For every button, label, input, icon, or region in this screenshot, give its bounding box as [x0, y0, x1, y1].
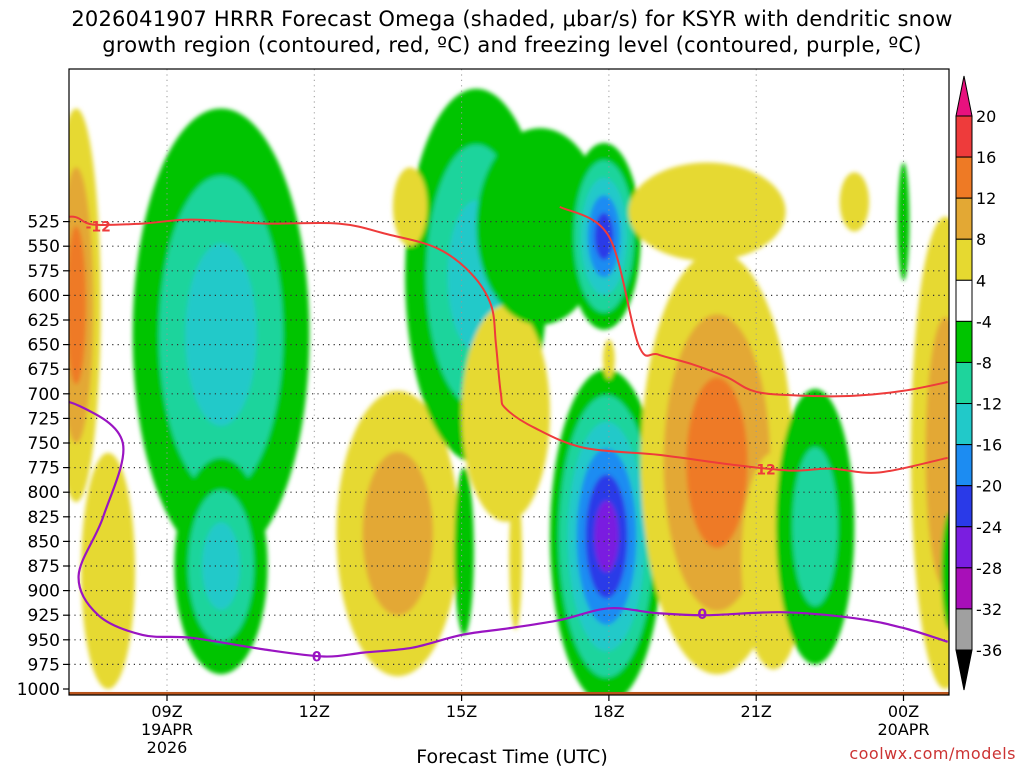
y-tick-label-875: 875	[28, 557, 60, 577]
y-tick-label-700: 700	[28, 385, 60, 405]
y-tick-label-600: 600	[28, 286, 60, 306]
terrain-surface	[69, 691, 949, 695]
omega-cell-20-level-0	[941, 512, 949, 630]
omega-cell-9-level-0	[509, 482, 522, 630]
colorbar-label-7: -12	[976, 395, 1002, 414]
colorbar-label-9: -20	[976, 477, 1002, 496]
dgz-contour-label-1: 12	[756, 463, 775, 479]
omega-cell-22-level-0	[839, 172, 870, 232]
y-tick-label-900: 900	[28, 582, 60, 602]
colorbar-top-arrow	[955, 75, 973, 117]
x-tick-label-00Z: 00Z	[888, 702, 919, 721]
grid-lines	[69, 69, 949, 695]
colorbar-label-13: -36	[976, 641, 1002, 660]
colorbar-label-1: 16	[976, 148, 996, 167]
y-tick-label-525: 525	[28, 213, 60, 233]
omega-cell-21-level-0	[392, 167, 428, 247]
omega-cell-1-level-2	[185, 243, 257, 426]
contour-labels: -12 12 0 0	[86, 220, 776, 666]
colorbar-band-12	[955, 608, 973, 651]
title-line-2: growth region (contoured, red, ºC) and f…	[102, 33, 922, 57]
omega-cell-11-level-4	[594, 212, 614, 260]
colorbar-band-11	[955, 567, 973, 610]
y-tick-label-800: 800	[28, 483, 60, 503]
title-line-1: 2026041907 HRRR Forecast Omega (shaded, …	[71, 7, 953, 31]
omega-cell-4-level-1	[362, 451, 434, 616]
y-axis: 525 550 575 600 625 650 675 700 725 750 775 800 825 8…	[17, 213, 69, 700]
y-tick-label-625: 625	[28, 311, 60, 331]
x-date-label-09Z: 19APR	[141, 720, 193, 739]
omega-cell-8-level-0	[454, 467, 474, 635]
y-tick-label-850: 850	[28, 532, 60, 552]
y-tick-label-725: 725	[28, 409, 60, 429]
contour-lines	[69, 205, 949, 658]
y-tick-label-950: 950	[28, 631, 60, 651]
colorbar-band-0	[955, 115, 973, 158]
chart-title: 2026041907 HRRR Forecast Omega (shaded, …	[0, 6, 1024, 58]
x-year-label-09Z: 2026	[147, 738, 188, 757]
y-tick-label-775: 775	[28, 459, 60, 479]
dgz-contour-upper	[69, 215, 948, 474]
colorbar-label-3: 8	[976, 230, 986, 249]
x-tick-label-12Z: 12Z	[299, 702, 330, 721]
omega-cell-0-level-2	[69, 225, 87, 385]
colorbar-label-0: 20	[976, 107, 996, 126]
omega-cell-17-level-0	[603, 339, 615, 380]
colorbar-label-4: 4	[976, 271, 986, 290]
omega-cell-6-level-0	[461, 305, 550, 522]
y-tick-label-975: 975	[28, 655, 60, 675]
colorbar-label-6: -8	[976, 353, 992, 372]
colorbar-band-6	[955, 361, 973, 405]
freezing-level-label-1: 0	[697, 607, 707, 623]
omega-cell-12-level-5	[594, 500, 619, 573]
colorbar-label-11: -28	[976, 559, 1002, 578]
freezing-level-label-0: 0	[312, 650, 322, 666]
y-tick-label-925: 925	[28, 606, 60, 626]
colorbar-band-4	[955, 279, 973, 322]
dgz-contour-lower	[559, 205, 948, 398]
y-tick-label-1000: 1000	[17, 680, 60, 700]
x-axis-label: Forecast Time (UTC)	[416, 746, 608, 768]
colorbar-band-2	[955, 197, 973, 240]
colorbar-label-12: -32	[976, 600, 1002, 619]
plot-frame	[68, 68, 950, 696]
terrain-strip	[69, 691, 949, 695]
omega-cell-16-level-0	[628, 162, 786, 261]
omega-cell-3-level-0	[81, 452, 136, 689]
x-tick-label-18Z: 18Z	[593, 702, 624, 721]
credit-text: coolwx.com/models	[849, 744, 1016, 763]
colorbar-label-8: -16	[976, 436, 1002, 455]
colorbar-label-10: -24	[976, 518, 1002, 537]
colorbar-label-5: -4	[976, 312, 992, 331]
colorbar-band-10	[955, 526, 973, 569]
colorbar-band-8	[955, 444, 973, 487]
colorbar-band-9	[955, 485, 973, 528]
x-date-label-00Z: 20APR	[877, 720, 929, 739]
colorbar-label-2: 12	[976, 189, 996, 208]
colorbar-bottom-arrow	[955, 649, 973, 691]
omega-cell-19-level-0	[897, 162, 910, 281]
colorbar-band-1	[955, 156, 973, 199]
x-tick-label-09Z: 09Z	[151, 702, 182, 721]
freezing-level-contour	[69, 400, 949, 658]
y-tick-label-750: 750	[28, 434, 60, 454]
x-tick-label-15Z: 15Z	[446, 702, 477, 721]
x-tick-label-21Z: 21Z	[741, 702, 772, 721]
y-tick-label-650: 650	[28, 336, 60, 356]
y-tick-label-550: 550	[28, 237, 60, 257]
colorbar-band-5	[955, 320, 973, 363]
omega-cell-7-level-0	[508, 300, 533, 409]
y-tick-label-675: 675	[28, 360, 60, 380]
y-tick-label-825: 825	[28, 508, 60, 528]
dgz-contour-label-0: -12	[86, 220, 111, 236]
colorbar: 20 16 12 8 4 -4 -8 -12 -16 -20 -24 -28 -32 -36	[955, 75, 1002, 691]
y-tick-label-575: 575	[28, 262, 60, 282]
colorbar-band-3	[955, 238, 973, 281]
colorbar-band-7	[955, 403, 973, 446]
